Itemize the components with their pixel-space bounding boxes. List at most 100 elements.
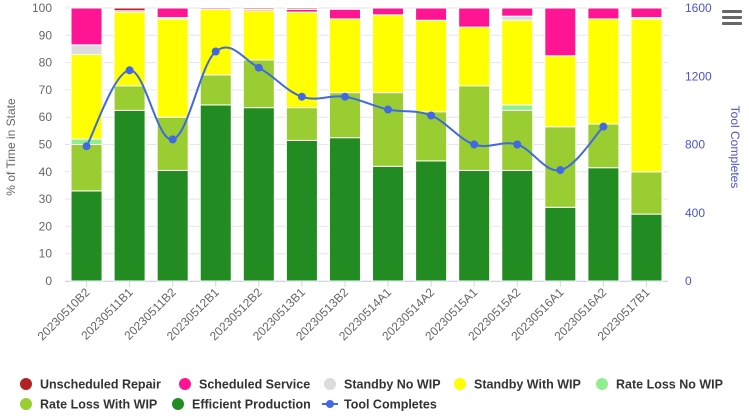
bar-segment-efficient-production[interactable] [156,169,189,282]
bar-segment-scheduled-service[interactable] [328,8,361,20]
bar-segment-rate-loss-with-wip[interactable] [458,85,491,171]
bar-segment-efficient-production[interactable] [415,160,448,282]
bar-segment-rate-loss-with-wip[interactable] [415,111,448,162]
bar-segment-efficient-production[interactable] [630,213,663,282]
legend-item[interactable]: Standby No WIP [324,378,441,392]
bar-segment-scheduled-service[interactable] [544,7,577,57]
hamburger-menu-icon[interactable] [722,10,742,28]
bar-stack[interactable] [501,7,534,282]
bar-segment-efficient-production[interactable] [458,169,491,282]
legend: Unscheduled Repair Scheduled Service Stand… [20,378,723,412]
bar-segment-unscheduled-repair[interactable] [285,7,318,10]
bar-stack[interactable] [415,7,448,282]
bar-segment-rate-loss-with-wip[interactable] [372,92,405,167]
legend-item[interactable]: Tool Completes [322,398,437,412]
bar-segment-scheduled-service[interactable] [415,7,448,21]
legend-item[interactable]: Rate Loss With WIP [20,398,157,412]
tool-completes-point[interactable] [340,92,349,101]
bar-segment-standby-with-wip[interactable] [630,18,663,173]
legend-item[interactable]: Scheduled Service [179,378,310,392]
tool-completes-point[interactable] [82,142,91,151]
bar-segment-scheduled-service[interactable] [372,7,405,16]
bar-segment-efficient-production[interactable] [587,167,620,282]
menu-line [722,22,742,25]
bar-segment-standby-with-wip[interactable] [458,26,491,87]
bar-segment-standby-with-wip[interactable] [156,18,189,118]
bar-segment-standby-with-wip[interactable] [501,19,534,106]
bar-segment-standby-with-wip[interactable] [328,18,361,94]
bar-segment-standby-with-wip[interactable] [113,11,146,87]
bar-segment-rate-loss-with-wip[interactable] [630,171,663,215]
bar-segment-standby-with-wip[interactable] [544,55,577,128]
bar-segment-unscheduled-repair[interactable] [113,7,146,12]
bar-segment-efficient-production[interactable] [328,137,361,282]
bar-segment-rate-loss-with-wip[interactable] [70,144,103,192]
bar-stack[interactable] [544,7,577,282]
bar-stack[interactable] [156,7,189,282]
bar-segment-efficient-production[interactable] [113,109,146,282]
tool-completes-point[interactable] [384,105,393,114]
bar-segment-rate-loss-with-wip[interactable] [544,126,577,208]
bar-segment-rate-loss-with-wip[interactable] [501,109,534,171]
legend-label: Scheduled Service [199,378,310,392]
bar-segment-scheduled-service[interactable] [156,7,189,19]
bar-segment-efficient-production[interactable] [544,206,577,282]
bar-stack[interactable] [70,7,103,282]
y-tick-label: 20 [39,219,53,233]
tool-completes-point[interactable] [599,122,608,131]
bar-segment-efficient-production[interactable] [70,190,103,282]
bar-stack[interactable] [372,7,405,282]
bar-stack[interactable] [630,7,663,282]
bar-segment-efficient-production[interactable] [372,165,405,282]
bar-segment-rate-loss-with-wip[interactable] [199,74,232,106]
tool-completes-point[interactable] [556,166,565,175]
bar-stack[interactable] [199,7,232,282]
tool-completes-point[interactable] [513,140,522,149]
tool-completes-point[interactable] [168,135,177,144]
bar-stack[interactable] [587,7,620,282]
bar-segment-rate-loss-with-wip[interactable] [242,59,275,109]
bar-segment-efficient-production[interactable] [501,169,534,282]
legend-item[interactable]: Standby With WIP [454,378,581,392]
y2-tick-label: 800 [685,138,705,152]
tool-completes-point[interactable] [211,47,220,56]
bar-segment-standby-with-wip[interactable] [372,14,405,94]
legend-item[interactable]: Efficient Production [172,398,311,412]
bar-segment-scheduled-service[interactable] [630,7,663,19]
tool-completes-point[interactable] [297,92,306,101]
menu-line [722,16,742,19]
bar-segment-standby-no-wip[interactable] [501,15,534,21]
bar-segment-standby-no-wip[interactable] [70,44,103,55]
bar-segment-standby-with-wip[interactable] [199,8,232,76]
tool-completes-point[interactable] [254,63,263,72]
bar-segment-scheduled-service[interactable] [501,7,534,17]
legend-item[interactable]: Rate Loss No WIP [596,378,723,392]
bar-segment-rate-loss-with-wip[interactable] [113,85,146,111]
y-axis-left: 0 10 20 30 40 50 60 70 80 90 100 [32,1,52,288]
bar-segment-scheduled-service[interactable] [199,7,232,10]
bar-segment-unscheduled-repair[interactable] [242,7,275,10]
bar-segment-efficient-production[interactable] [285,139,318,282]
bar-segment-efficient-production[interactable] [199,104,232,282]
bar-segment-standby-with-wip[interactable] [242,10,275,61]
bar-segment-efficient-production[interactable] [242,107,275,282]
y-tick-label: 50 [39,138,53,152]
legend-item[interactable]: Unscheduled Repair [20,378,161,392]
bar-segment-rate-loss-no-wip[interactable] [501,104,534,111]
bar-segment-scheduled-service[interactable] [70,7,103,46]
bar-stack[interactable] [458,7,491,282]
tool-completes-point[interactable] [427,111,436,120]
bar-segment-standby-with-wip[interactable] [70,53,103,140]
bar-segment-standby-with-wip[interactable] [415,19,448,113]
bar-stack[interactable] [242,7,275,282]
bar-stack[interactable] [113,7,146,282]
bar-segment-standby-with-wip[interactable] [587,18,620,125]
bar-segment-rate-loss-with-wip[interactable] [285,107,318,141]
tool-completes-point[interactable] [125,66,134,75]
bar-segment-scheduled-service[interactable] [587,7,620,20]
bar-stack[interactable] [328,8,361,282]
tool-completes-point[interactable] [470,140,479,149]
bar-stack[interactable] [285,7,318,282]
menu-line [722,10,742,13]
bar-segment-scheduled-service[interactable] [458,7,491,28]
